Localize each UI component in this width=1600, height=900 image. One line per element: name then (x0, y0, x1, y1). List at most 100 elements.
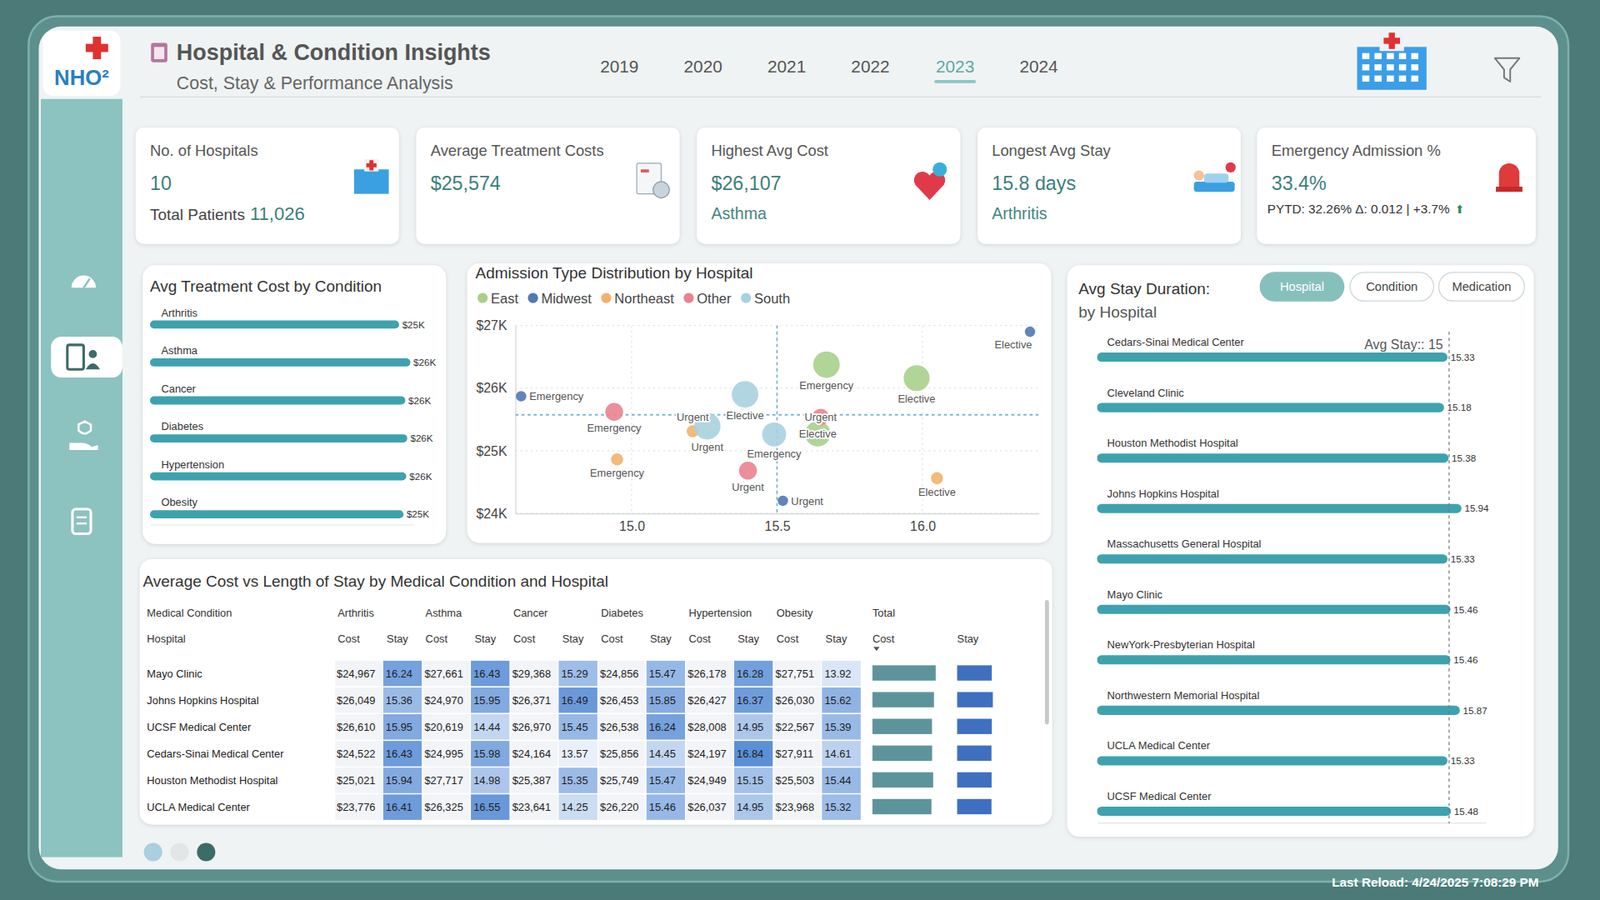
year-tab[interactable]: 2023 (935, 56, 975, 76)
kpi-icon (1495, 186, 1523, 192)
point-label: Elective (897, 392, 935, 405)
tick-label: 15.5 (765, 519, 791, 534)
nav-icon-people (89, 350, 98, 359)
cell (510, 660, 559, 687)
kpi-icon (364, 159, 379, 172)
column-header: Hypertension (689, 606, 753, 620)
nav-selected[interactable] (50, 336, 123, 378)
page-dot[interactable] (170, 842, 189, 861)
column-header: Cost (689, 632, 712, 645)
cell (773, 686, 822, 714)
cell-text: 16.49 (560, 694, 588, 707)
cell-text: 16.43 (473, 667, 500, 680)
row-header: UCLA Medical Center (146, 800, 250, 814)
grid-line (630, 325, 632, 514)
heat-cell (733, 740, 774, 767)
cell-text: 14.45 (649, 747, 676, 760)
point-label: Urgent (805, 410, 838, 424)
point (762, 422, 787, 447)
cell (422, 740, 471, 767)
kpi-value: 15.8 days (991, 172, 1076, 195)
heat-cell (558, 740, 599, 767)
column-header: Stay (825, 632, 848, 645)
logo-cross (85, 44, 109, 53)
tab-label[interactable]: Hospital (1280, 280, 1325, 294)
heat-cell (821, 686, 862, 714)
kpi-card: Longest Avg Stay15.8 daysArthritis (977, 127, 1241, 245)
data-label: $26K (409, 470, 432, 482)
hospital-icon-window (1374, 64, 1382, 70)
year-tab[interactable]: 2022 (850, 56, 890, 76)
column-header: Stay (562, 632, 585, 645)
total-cost-bar (872, 745, 933, 761)
point-label: Elective (918, 485, 956, 499)
year-tab[interactable]: 2024 (1019, 56, 1058, 76)
data-label: 15.48 (1454, 805, 1479, 817)
column-header: Cost (872, 632, 895, 645)
tab[interactable] (1350, 272, 1434, 301)
heat-cell (821, 713, 862, 740)
cell-text: $26,453 (600, 694, 639, 707)
bar (1096, 504, 1461, 514)
cell-text: 15.32 (824, 800, 851, 814)
admission-scatter: Admission Type Distribution by HospitalE… (475, 264, 1040, 534)
cell-text: 16.43 (385, 747, 413, 760)
point (605, 403, 623, 421)
legend: EastMidwestNortheastOtherSouth (477, 290, 790, 307)
tab[interactable] (1439, 272, 1525, 301)
kpi-sub-value: Asthma (710, 204, 766, 223)
total-cost-bar (872, 665, 936, 680)
cell-text: 15.36 (385, 694, 413, 707)
average-label: Avg Stay:: 15 (1364, 337, 1443, 352)
hospital-icon-window (1386, 53, 1395, 60)
cell-text: $26,049 (336, 694, 375, 707)
hospital-icon (1357, 46, 1427, 90)
nav-icon-gauge[interactable] (71, 275, 96, 289)
nav-icon-hand[interactable] (69, 442, 98, 450)
category-label: Cleveland Clinic (1107, 386, 1185, 400)
scrollbar[interactable] (1045, 600, 1050, 725)
cell (598, 660, 647, 687)
tab-label[interactable]: Condition (1365, 280, 1418, 294)
nav-icon-doc[interactable] (72, 509, 91, 534)
point (930, 472, 944, 485)
nav-icon-people (67, 345, 85, 370)
year-tab[interactable]: 2019 (600, 56, 639, 76)
filter-icon[interactable] (1495, 58, 1520, 82)
nav-icon-shield (78, 421, 91, 435)
cell-text: $26,325 (424, 800, 463, 814)
nav-icon-doc-line (76, 522, 87, 525)
bar (150, 320, 400, 329)
tick: $26K (475, 380, 515, 395)
table-title: Average Cost vs Length of Stay by Medica… (142, 572, 609, 590)
cell-text: $26,030 (775, 694, 815, 707)
tab-label[interactable]: Medication (1451, 280, 1511, 294)
total-stay-bar (957, 772, 992, 788)
nav-icon-people (85, 363, 100, 370)
category-label: Houston Methodist Hospital (1107, 436, 1239, 450)
category-label: Asthma (160, 344, 198, 357)
hospital-icon-cross (1383, 37, 1400, 44)
column-header: Total (872, 606, 895, 620)
cell-text: 14.44 (473, 720, 500, 734)
bar (1096, 605, 1450, 615)
year-tab[interactable]: 2020 (684, 56, 723, 76)
bar (150, 396, 405, 405)
row-header: Cedars-Sinai Medical Center (146, 747, 285, 760)
cell-text: $26,178 (687, 667, 726, 680)
cost-stay-table: Average Cost vs Length of Stay by Medica… (142, 572, 1049, 820)
point-labels: EmergencyElectiveElectiveEmergencyElecti… (529, 338, 1032, 508)
point-label: Urgent (731, 480, 765, 494)
page-dot[interactable] (144, 842, 163, 861)
data-label: 15.33 (1450, 755, 1475, 766)
hospital-icon-window (1362, 53, 1370, 60)
page-dot[interactable] (196, 842, 215, 861)
chart-subtitle: by Hospital (1078, 303, 1157, 321)
cell-text: $26,037 (687, 800, 726, 814)
heat-cell (733, 794, 774, 821)
point-label: Elective (799, 427, 837, 440)
cell (685, 660, 735, 687)
cell-text: 15.29 (560, 667, 588, 680)
year-tab[interactable]: 2021 (767, 56, 806, 76)
tab[interactable] (1260, 272, 1344, 301)
